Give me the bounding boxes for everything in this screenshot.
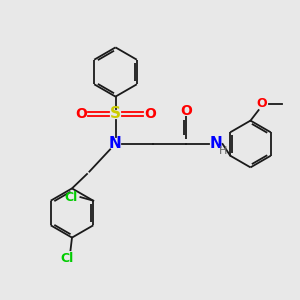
Text: N: N: [109, 136, 122, 152]
Text: N: N: [210, 136, 222, 152]
Text: H: H: [219, 146, 228, 157]
Text: Cl: Cl: [60, 251, 73, 265]
Text: S: S: [110, 106, 121, 122]
Text: O: O: [144, 107, 156, 121]
Text: O: O: [256, 97, 267, 110]
Text: Cl: Cl: [64, 190, 77, 204]
Text: O: O: [180, 104, 192, 118]
Text: O: O: [75, 107, 87, 121]
